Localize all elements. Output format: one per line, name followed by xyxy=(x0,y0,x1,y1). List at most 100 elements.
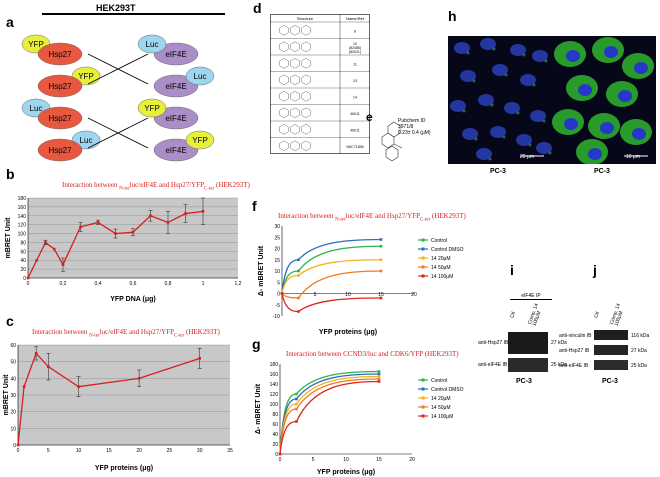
panel-i-col2: Comp. 14 100μM xyxy=(526,302,543,327)
y-tick-label: 0 xyxy=(277,292,280,298)
molecule-ring xyxy=(279,41,289,53)
y-tick-label: 30 xyxy=(10,393,16,399)
y-tick-label: 25 xyxy=(274,235,280,241)
x-tick-label: 0 xyxy=(27,281,30,287)
nucleus xyxy=(530,110,546,122)
molecule-ring xyxy=(279,91,289,102)
cytoplasm-speck xyxy=(492,47,496,51)
plot-area xyxy=(28,198,238,278)
y-axis-label: Δ- mBRET Unit xyxy=(258,245,265,296)
data-point xyxy=(280,292,284,295)
data-point xyxy=(295,397,298,401)
data-point xyxy=(377,370,381,373)
data-point xyxy=(34,352,38,355)
panel-b-title: Interaction between N-terluc/eIF4E and H… xyxy=(62,181,250,192)
panel-j-blot3 xyxy=(594,360,628,370)
table-cell-name: 46011 xyxy=(350,112,360,116)
series-line-3 xyxy=(279,378,380,455)
data-point xyxy=(35,258,39,262)
table-cell-name: 8 xyxy=(354,29,356,33)
panel-j-label: j xyxy=(593,262,597,278)
data-point xyxy=(61,263,65,266)
panel-j-kda2: 27 kDa xyxy=(631,348,647,354)
x-tick-label: 1 xyxy=(202,281,205,287)
molecule-ring xyxy=(279,74,289,86)
panel-i-kda1: 27 kDa xyxy=(551,340,567,346)
nucleus xyxy=(566,50,580,62)
y-tick-label: 20 xyxy=(20,267,26,273)
y-tick-label: -5 xyxy=(276,303,281,309)
molecule-ring xyxy=(301,41,311,53)
a-eif4e-label-0: eIF4E xyxy=(165,50,186,59)
data-point xyxy=(137,377,141,380)
molecule-ring xyxy=(290,124,300,135)
molecule-ring xyxy=(301,58,311,69)
a-eif4e-0 xyxy=(153,42,199,66)
y-tick-label: 100 xyxy=(270,402,279,408)
table-cell-name: (82486) xyxy=(349,46,361,50)
x-tick-label: 5 xyxy=(314,292,317,298)
panel-f-title: Interaction between N-terluc/eIF4E and H… xyxy=(278,212,466,223)
cytoplasm-speck xyxy=(522,53,526,57)
panel-h-image-left xyxy=(448,36,554,164)
a-hsp27-label-3: Hsp27 xyxy=(48,146,72,155)
a-eif4e-label-2: eIF4E xyxy=(165,114,186,123)
a-tag-label-3-right: YFP xyxy=(192,136,208,145)
y-tick-label: 10 xyxy=(274,269,280,275)
legend-marker xyxy=(421,414,425,418)
a-tag-0-right xyxy=(137,34,167,54)
y-tick-label: 10 xyxy=(10,426,16,432)
panel-h-right-caption: PC-3 xyxy=(594,168,610,175)
a-tag-label-2-right: YFP xyxy=(144,104,160,113)
panel-i-blot1 xyxy=(508,332,548,354)
nucleus xyxy=(600,122,614,134)
cytoplasm-speck xyxy=(466,51,470,55)
legend-marker xyxy=(421,265,425,269)
y-tick-label: 180 xyxy=(270,362,279,368)
x-tick-label: 15 xyxy=(106,448,112,454)
y-axis-label: mBRET Unit xyxy=(3,374,10,416)
data-point xyxy=(377,375,381,378)
table-cell-name: 10 xyxy=(353,42,357,46)
a-eif4e-3 xyxy=(153,138,199,162)
molecule-ring xyxy=(279,107,289,119)
x-axis-label: YFP DNA (μg) xyxy=(110,296,156,303)
legend-marker xyxy=(421,238,425,242)
data-point xyxy=(184,212,187,215)
y-tick-label: 15 xyxy=(274,258,280,264)
panel-i-kda2: 25 kDa xyxy=(551,362,567,368)
cytoplasm-speck xyxy=(542,119,546,123)
panel-j-kda3: 25 kDa xyxy=(631,363,647,369)
x-tick-label: 5 xyxy=(47,448,50,454)
panel-j-blot2 xyxy=(594,345,628,355)
nucleus xyxy=(478,94,494,106)
cytoplasm-speck xyxy=(548,151,552,155)
y-tick-label: 180 xyxy=(18,196,27,202)
legend-label: 14 20μM xyxy=(431,256,451,262)
panel-c-label: c xyxy=(6,313,14,329)
y-tick-label: 0 xyxy=(13,443,16,449)
data-point xyxy=(379,269,383,273)
data-point xyxy=(379,238,383,241)
panel-c-chart: 0 10 20 30 40 50 60 0 5 10 15 20 25 30 35 YFP proteins … xyxy=(3,343,233,472)
data-point xyxy=(377,377,381,381)
x-tick-label: 5 xyxy=(312,457,315,463)
legend-marker xyxy=(421,405,425,409)
a-hsp27-label-1: Hsp27 xyxy=(48,82,72,91)
legend-label: Control xyxy=(431,378,447,384)
a-tag-label-0-right: Luc xyxy=(146,40,159,49)
y-tick-label: 0 xyxy=(275,452,278,458)
data-point xyxy=(377,372,381,376)
y-tick-label: 20 xyxy=(272,442,278,448)
y-tick-label: 0 xyxy=(23,276,26,282)
legend-label: 14 50μM xyxy=(431,265,451,271)
a-tag-label-1-left: YFP xyxy=(78,72,94,81)
nucleus xyxy=(504,102,520,114)
panel-g-label: g xyxy=(252,336,261,352)
panel-j-kda1: 116 kDa xyxy=(631,333,650,339)
table-cell-name: 13 xyxy=(353,79,357,83)
a-eif4e-label-1: eIF4E xyxy=(165,82,186,91)
nucleus xyxy=(510,44,526,56)
panel-g-title: Interaction between CCND3/luc and CDK6/Y… xyxy=(286,350,459,358)
nucleus xyxy=(520,74,536,86)
